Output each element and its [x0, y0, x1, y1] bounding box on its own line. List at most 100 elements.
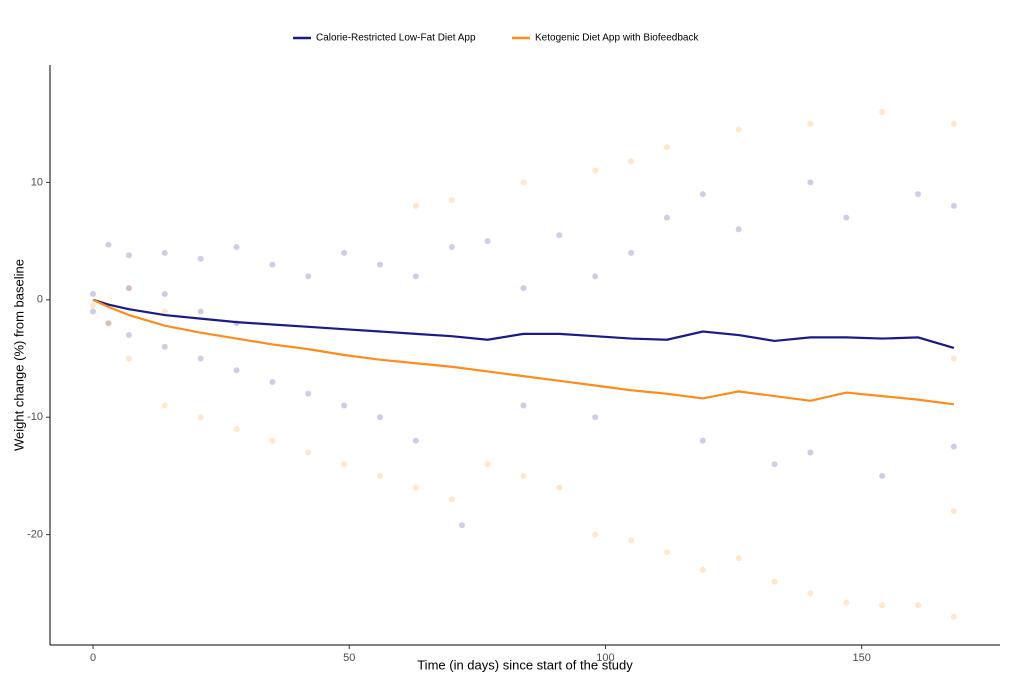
x-tick-label: 50: [343, 652, 355, 664]
data-point: [520, 402, 527, 409]
data-point: [592, 531, 599, 538]
legend-label: Calorie-Restricted Low-Fat Diet App: [316, 33, 476, 44]
data-point: [735, 555, 742, 562]
data-point: [520, 179, 527, 186]
x-tick-label: 100: [596, 652, 614, 664]
y-tick-label: 0: [37, 294, 43, 306]
data-point: [592, 167, 599, 174]
x-axis-title: Time (in days) since start of the study: [417, 657, 633, 672]
data-point: [125, 252, 132, 259]
data-point: [161, 343, 168, 350]
data-point: [950, 202, 957, 209]
data-point: [161, 249, 168, 256]
data-point: [269, 261, 276, 268]
data-point: [950, 355, 957, 362]
data-point: [341, 249, 348, 256]
data-point: [915, 602, 922, 609]
x-tick-label: 150: [852, 652, 870, 664]
data-point: [950, 508, 957, 515]
data-point: [950, 443, 957, 450]
data-point: [699, 437, 706, 444]
point-group: [90, 179, 957, 529]
data-point: [663, 549, 670, 556]
data-point: [197, 414, 204, 421]
point-group: [90, 108, 957, 620]
data-point: [699, 191, 706, 198]
data-point: [592, 273, 599, 280]
data-point: [125, 285, 132, 292]
data-point: [699, 566, 706, 573]
data-point: [628, 158, 635, 165]
data-point: [448, 243, 455, 250]
data-point: [412, 273, 419, 280]
data-point: [269, 437, 276, 444]
data-point: [161, 308, 168, 315]
data-point: [735, 226, 742, 233]
data-point: [879, 602, 886, 609]
data-point: [233, 367, 240, 374]
y-tick-label: -10: [27, 411, 43, 423]
data-point: [448, 197, 455, 204]
data-point: [376, 414, 383, 421]
data-point: [341, 461, 348, 468]
data-point: [771, 578, 778, 585]
data-point: [269, 379, 276, 386]
data-point: [305, 449, 312, 456]
data-point: [412, 202, 419, 209]
data-point: [735, 126, 742, 133]
data-point: [879, 108, 886, 115]
data-point: [90, 302, 97, 309]
data-point: [807, 120, 814, 127]
data-point: [592, 414, 599, 421]
data-point: [233, 425, 240, 432]
data-point: [843, 214, 850, 221]
data-point: [305, 273, 312, 280]
data-point: [843, 599, 850, 606]
y-tick-label: 10: [31, 176, 43, 188]
data-point: [90, 308, 97, 315]
series-line: [92, 298, 955, 350]
data-point: [879, 472, 886, 479]
data-point: [197, 255, 204, 262]
data-point: [556, 232, 563, 239]
y-tick-label: -20: [27, 529, 43, 541]
legend-label: Ketogenic Diet App with Biofeedback: [535, 33, 699, 44]
y-axis-title: Weight change (%) from baseline: [11, 259, 26, 451]
data-point: [663, 214, 670, 221]
data-point: [950, 120, 957, 127]
data-point: [105, 320, 112, 327]
data-point: [161, 290, 168, 297]
data-point: [556, 484, 563, 491]
data-point: [125, 285, 132, 292]
x-tick-label: 0: [90, 652, 96, 664]
series-line: [92, 298, 955, 406]
data-point: [628, 537, 635, 544]
data-point: [233, 243, 240, 250]
data-point: [950, 613, 957, 620]
data-point: [197, 308, 204, 315]
data-point: [807, 590, 814, 597]
data-point: [376, 472, 383, 479]
data-point: [663, 144, 670, 151]
data-point: [376, 261, 383, 268]
data-point: [484, 238, 491, 245]
data-point: [90, 290, 97, 297]
data-point: [161, 402, 168, 409]
data-point: [458, 522, 465, 529]
data-point: [105, 320, 112, 327]
data-point: [197, 355, 204, 362]
data-point: [412, 484, 419, 491]
data-point: [484, 461, 491, 468]
data-point: [105, 241, 112, 248]
data-point: [771, 461, 778, 468]
data-point: [807, 449, 814, 456]
data-point: [412, 437, 419, 444]
data-point: [628, 249, 635, 256]
data-point: [807, 179, 814, 186]
data-point: [341, 402, 348, 409]
data-point: [125, 332, 132, 339]
data-point: [520, 285, 527, 292]
data-point: [520, 472, 527, 479]
data-point: [448, 496, 455, 503]
